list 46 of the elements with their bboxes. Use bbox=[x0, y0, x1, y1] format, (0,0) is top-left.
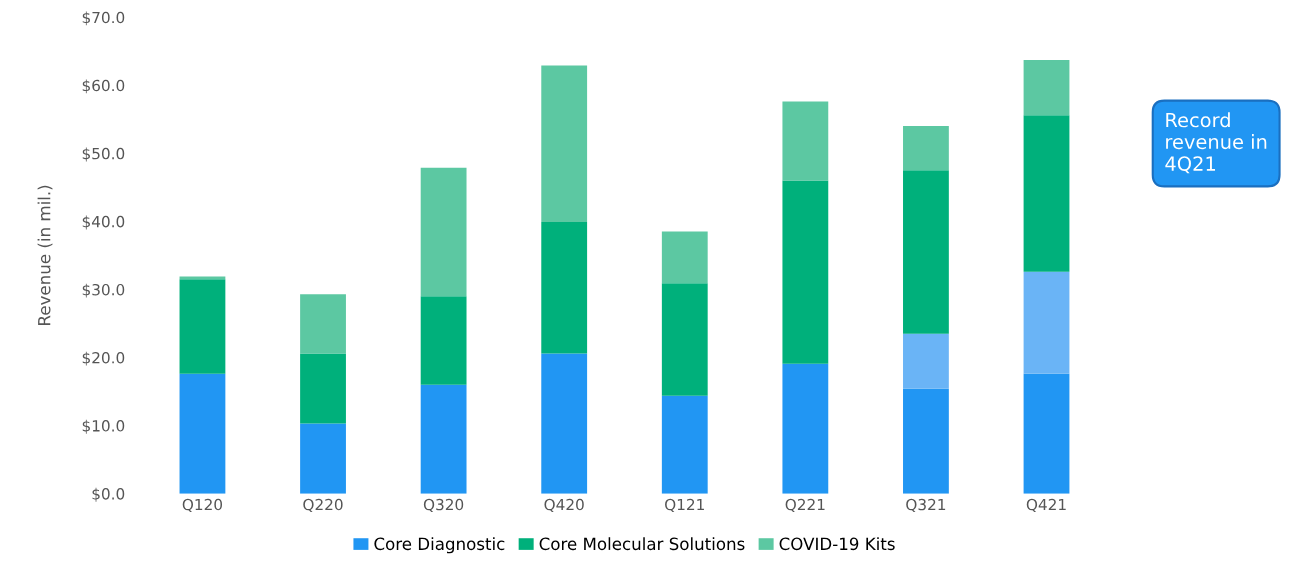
y-tick-label: $10.0 bbox=[82, 419, 125, 434]
bar bbox=[179, 373, 226, 494]
bar bbox=[661, 231, 708, 284]
bar bbox=[661, 395, 708, 494]
bar bbox=[903, 126, 949, 171]
bar bbox=[1023, 60, 1070, 116]
legend-label: Core Diagnostic bbox=[374, 537, 505, 554]
y-tick-label: $70.0 bbox=[82, 11, 125, 26]
bar bbox=[1023, 373, 1070, 494]
bar bbox=[1023, 115, 1070, 272]
y-tick-label: $50.0 bbox=[82, 147, 125, 162]
bar bbox=[300, 423, 346, 494]
bar bbox=[541, 353, 588, 494]
x-tick-label: Q221 bbox=[785, 498, 825, 513]
x-tick-label: Q421 bbox=[1026, 498, 1066, 513]
legend-label: COVID-19 Kits bbox=[779, 537, 895, 551]
bar bbox=[541, 65, 588, 223]
bar bbox=[1023, 271, 1070, 374]
bar bbox=[661, 283, 708, 396]
y-tick-label: $20.0 bbox=[82, 351, 125, 366]
bar bbox=[782, 101, 829, 181]
bar bbox=[903, 388, 949, 494]
bar bbox=[541, 222, 588, 354]
text: Record revenue in 4Q21 bbox=[1165, 112, 1267, 174]
y-tick-label: $40.0 bbox=[82, 215, 125, 230]
y-tick-label: $0.0 bbox=[92, 487, 125, 502]
x-tick-label: Q321 bbox=[906, 498, 946, 513]
x-tick-label: Q320 bbox=[423, 498, 464, 513]
x-tick-label: Q121 bbox=[665, 498, 704, 513]
bar bbox=[782, 180, 829, 364]
y-tick-label: $60.0 bbox=[82, 79, 125, 94]
bar bbox=[300, 353, 346, 424]
bar bbox=[420, 296, 467, 385]
bar bbox=[300, 294, 346, 354]
y-axis-title: Revenue (in mil.) bbox=[37, 185, 53, 325]
bar bbox=[420, 384, 467, 494]
bar bbox=[420, 167, 467, 297]
bar bbox=[782, 363, 829, 494]
bar bbox=[903, 170, 949, 334]
x-tick-label: Q220 bbox=[303, 498, 343, 513]
bar bbox=[903, 333, 949, 389]
legend-label: Core Molecular Solutions bbox=[539, 537, 745, 551]
x-tick-label: Q120 bbox=[182, 498, 223, 513]
bar bbox=[179, 279, 226, 374]
x-tick-label: Q420 bbox=[544, 498, 584, 513]
y-tick-label: $30.0 bbox=[82, 283, 125, 298]
